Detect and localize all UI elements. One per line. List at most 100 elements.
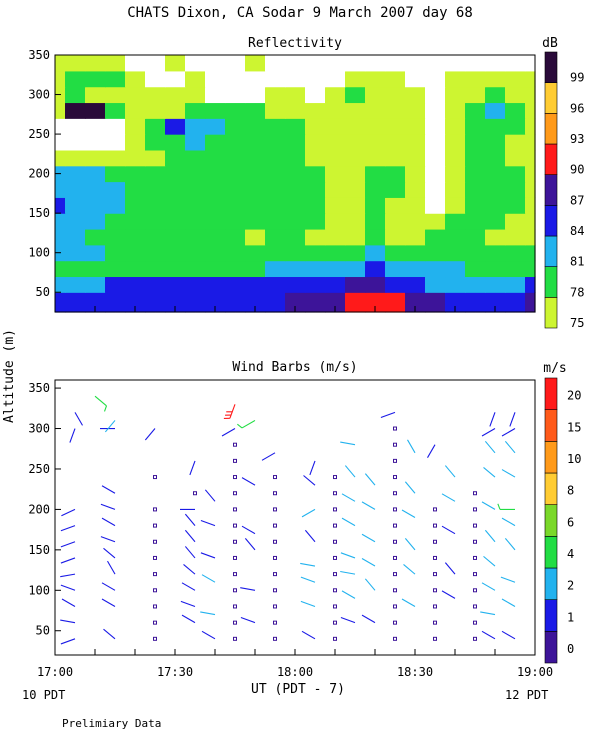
- wind-barb: [200, 552, 216, 559]
- reflectivity-cell: [225, 102, 246, 119]
- wind-barb: [501, 598, 516, 607]
- reflectivity-cell: [405, 197, 426, 214]
- reflectivity-cell: [405, 149, 426, 167]
- reflectivity-cell: [325, 70, 346, 88]
- reflectivity-cell: [55, 55, 66, 72]
- db-colorbar-swatch: [544, 113, 558, 145]
- reflectivity-cell: [425, 165, 446, 183]
- calm-marker: [473, 604, 477, 609]
- calm-marker: [233, 539, 237, 544]
- reflectivity-cell: [105, 244, 126, 262]
- reflectivity-cell: [345, 149, 366, 167]
- reflectivity-cell: [345, 134, 366, 151]
- reflectivity-cell: [465, 165, 486, 183]
- calm-marker: [233, 475, 237, 480]
- reflectivity-cell: [485, 102, 506, 119]
- wind-barb: [481, 501, 496, 510]
- wind-barb: [301, 508, 316, 518]
- wind-barb: [300, 576, 316, 583]
- reflectivity-cell: [405, 244, 426, 262]
- reflectivity-cell: [205, 244, 226, 262]
- reflectivity-cell: [525, 181, 536, 198]
- reflectivity-cell: [165, 181, 186, 198]
- calm-marker: [153, 507, 157, 512]
- calm-marker: [393, 636, 397, 641]
- reflectivity-cell: [165, 70, 186, 88]
- reflectivity-cell: [145, 276, 166, 293]
- calm-marker: [273, 604, 277, 609]
- reflectivity-cell: [505, 102, 526, 119]
- reflectivity-cell: [65, 228, 86, 246]
- reflectivity-cell: [345, 86, 366, 104]
- reflectivity-cell: [105, 181, 126, 198]
- reflectivity-cell: [185, 260, 206, 278]
- reflectivity-cell: [225, 244, 246, 262]
- wind-barb: [404, 538, 416, 551]
- reflectivity-cell: [245, 134, 266, 151]
- reflectivity-cell: [245, 70, 266, 88]
- calm-marker: [393, 539, 397, 544]
- calm-marker: [473, 523, 477, 528]
- reflectivity-cell: [125, 102, 146, 119]
- wind-barb: [481, 582, 496, 591]
- reflectivity-cell: [285, 181, 306, 198]
- reflectivity-cell: [445, 118, 466, 135]
- reflectivity-cell: [65, 181, 86, 198]
- reflectivity-cell: [265, 165, 286, 183]
- reflectivity-cell: [365, 134, 386, 151]
- reflectivity-cell: [55, 197, 66, 214]
- reflectivity-cell: [55, 292, 66, 313]
- reflectivity-cell: [185, 149, 206, 167]
- preliminary-note: Prelimiary Data: [62, 717, 161, 730]
- reflectivity-cell: [105, 260, 126, 278]
- calm-marker: [333, 620, 337, 625]
- reflectivity-cell: [465, 149, 486, 167]
- reflectivity-cell: [425, 197, 446, 214]
- reflectivity-cell: [325, 276, 346, 293]
- reflectivity-cell: [185, 134, 206, 151]
- reflectivity-cell: [225, 118, 246, 135]
- calm-marker: [153, 555, 157, 560]
- calm-marker: [273, 507, 277, 512]
- y-tick-label: 150: [28, 543, 50, 557]
- ms-colorbar-swatch: [544, 377, 558, 410]
- reflectivity-cell: [425, 55, 446, 72]
- reflectivity-cell: [425, 292, 446, 313]
- reflectivity-cell: [85, 181, 106, 198]
- reflectivity-cell: [105, 102, 126, 119]
- reflectivity-cell: [245, 165, 266, 183]
- wind-barb: [101, 598, 116, 607]
- reflectivity-cell: [305, 118, 326, 135]
- reflectivity-cell: [425, 181, 446, 198]
- calm-marker: [433, 572, 437, 577]
- reflectivity-cell: [265, 181, 286, 198]
- altitude-axis-label: Altitude (m): [2, 329, 17, 423]
- reflectivity-cell: [205, 197, 226, 214]
- reflectivity-cell: [525, 292, 536, 313]
- ms-colorbar-tick: 0: [567, 642, 574, 656]
- reflectivity-cell: [345, 197, 366, 214]
- reflectivity-cell: [305, 86, 326, 104]
- calm-marker: [393, 523, 397, 528]
- reflectivity-cell: [485, 86, 506, 104]
- db-colorbar-tick: 84: [570, 224, 584, 238]
- wind-barbs-plot: [60, 395, 516, 645]
- reflectivity-cell: [185, 165, 206, 183]
- reflectivity-cell: [225, 165, 246, 183]
- calm-marker: [333, 636, 337, 641]
- calm-marker: [473, 620, 477, 625]
- wind-barb: [223, 404, 236, 419]
- wind-y-axis: 50 100 150 200 250 300 350: [28, 381, 61, 638]
- ms-colorbar-tick: 10: [567, 452, 581, 466]
- reflectivity-cell: [65, 276, 86, 293]
- wind-barb: [427, 444, 436, 458]
- reflectivity-cell: [65, 197, 86, 214]
- reflectivity-cell: [525, 228, 536, 246]
- reflectivity-cell: [445, 55, 466, 72]
- calm-marker: [333, 572, 337, 577]
- reflectivity-cell: [125, 70, 146, 88]
- reflectivity-cell: [325, 260, 346, 278]
- reflectivity-cell: [385, 118, 406, 135]
- wind-barb: [500, 576, 516, 583]
- wind-barb: [101, 582, 116, 591]
